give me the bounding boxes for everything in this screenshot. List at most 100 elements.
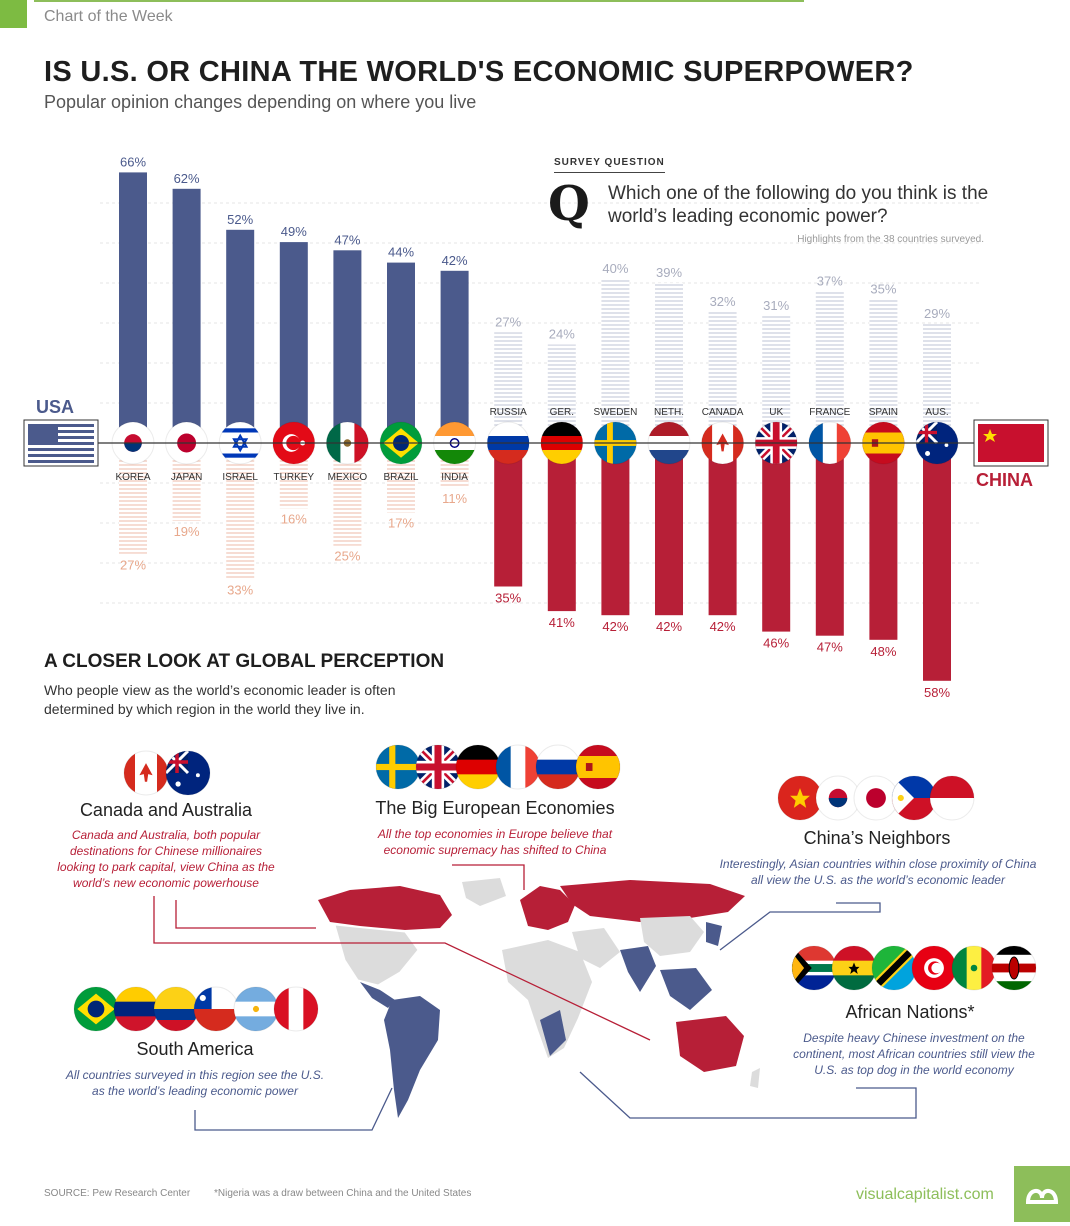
flag-sweden-icon (375, 744, 421, 790)
section-text: Who people view as the world’s economic … (44, 682, 396, 717)
label-china-value: 48% (870, 644, 896, 659)
bar-usa-korea (119, 172, 147, 443)
map-australia (676, 1016, 744, 1072)
flag-indonesia-icon (929, 775, 975, 821)
survey-question: Which one of the following do you think … (608, 183, 989, 227)
label-china-value: 19% (174, 524, 200, 539)
label-usa-value: 24% (549, 327, 575, 342)
label-china-value: 35% (495, 591, 521, 606)
flag-korea-icon (815, 775, 861, 821)
map-greenland (462, 878, 506, 906)
flags-neighbors (777, 775, 975, 821)
flags-canada-australia (123, 750, 211, 796)
flag-vietnam-icon (777, 775, 823, 821)
region-title-south-america: South America (136, 1039, 254, 1059)
bar-china-neth (655, 443, 683, 616)
bar-china-sweden (601, 443, 630, 616)
map-africa (502, 940, 592, 1058)
page-title: IS U.S. OR CHINA THE WORLD'S ECONOMIC SU… (44, 56, 914, 88)
flags-africa (791, 945, 1037, 991)
flag-philippines-icon (891, 775, 937, 821)
china-label: CHINA (976, 470, 1033, 490)
label-country: JAPAN (171, 472, 203, 483)
bar-usa-uk (762, 315, 791, 443)
kicker: Chart of the Week (44, 8, 173, 25)
bar-chart: 66% 27% KOREA 62% 19% JAPAN 52% 33% ISRAEL 49% 16%… (23, 154, 1049, 700)
label-country: FRANCE (809, 407, 850, 418)
bar-china-uk (762, 443, 791, 632)
flag-peru-icon (273, 986, 319, 1032)
flag-spain-icon (575, 744, 621, 790)
bar-china-france (815, 443, 844, 636)
survey-note: Highlights from the 38 countries surveye… (797, 234, 984, 245)
region-title-canada-australia: Canada and Australia (79, 800, 253, 820)
flag-chile-icon (193, 986, 239, 1032)
flag-india-icon (433, 421, 477, 465)
chart-axis (23, 419, 1049, 467)
map-canada (318, 886, 452, 930)
map-east-asia (706, 922, 722, 946)
map-mexico-central (360, 982, 395, 1008)
bar-china-canada (708, 443, 737, 616)
label-china-value: 11% (442, 491, 467, 506)
label-usa-value: 44% (388, 245, 414, 260)
bar-usa-neth (655, 283, 683, 443)
bar-usa-canada (708, 311, 737, 443)
bar-usa-brazil (387, 262, 415, 443)
flag-colombia-icon (153, 986, 199, 1032)
map-middle-east (572, 928, 620, 968)
flag-brazil-icon (73, 986, 119, 1032)
label-china-value: 42% (710, 619, 736, 634)
label-china-value: 25% (334, 549, 360, 564)
survey-label: SURVEY QUESTION (554, 157, 665, 173)
label-usa-value: 39% (656, 265, 682, 280)
flag-russia-icon (486, 421, 530, 465)
brand-strip (0, 0, 27, 28)
label-country: KOREA (115, 472, 150, 483)
region-text-canada-australia: Canada and Australia, both popular desti… (57, 828, 275, 890)
label-country: BRAZIL (383, 472, 418, 483)
flag-russia-icon (535, 744, 581, 790)
connector-lines (153, 864, 917, 1131)
flag-venezuela-icon (113, 986, 159, 1032)
label-usa-value: 52% (227, 212, 253, 227)
map-nz (750, 1068, 760, 1088)
footer-note: *Nigeria was a draw between China and th… (214, 1188, 472, 1199)
flag-argentina-icon (233, 986, 279, 1032)
label-country: CANADA (702, 407, 744, 418)
china-flag (973, 419, 1049, 467)
bar-usa-spain (869, 299, 898, 443)
label-usa-value: 66% (120, 154, 146, 169)
label-china-value: 33% (227, 582, 253, 597)
bar-usa-mexico (333, 250, 362, 443)
label-china-value: 27% (120, 558, 146, 573)
map-north-america-us (334, 924, 419, 986)
label-usa-value: 40% (602, 261, 628, 276)
label-country: ISRAEL (222, 472, 258, 483)
region-title-africa: African Nations* (845, 1002, 975, 1022)
bar-china-israel (226, 443, 255, 579)
flag-south_africa-icon (791, 945, 837, 991)
label-usa-value: 35% (870, 282, 896, 297)
bar-china-russia (494, 443, 523, 587)
label-country: INDIA (441, 472, 468, 483)
brand-logo-icon (1025, 1189, 1059, 1204)
flag-ghana-icon (831, 945, 877, 991)
bar-china-ger (547, 443, 576, 612)
map-russia (560, 880, 745, 922)
label-china-value: 46% (763, 636, 789, 651)
label-china-value: 17% (388, 516, 414, 531)
brand-link[interactable]: visualcapitalist.com (856, 1186, 994, 1203)
label-china-value: 58% (924, 685, 950, 700)
label-china-value: 47% (817, 640, 843, 655)
flags-south-america (73, 986, 319, 1032)
brand-logo (1014, 1166, 1070, 1222)
world-map (318, 878, 760, 1118)
bar-usa-israel (226, 229, 255, 443)
question-mark-q: Q (548, 176, 590, 232)
label-country: TURKEY (274, 472, 315, 483)
flag-canada-icon (123, 750, 169, 796)
bar-china-aus (923, 443, 951, 681)
bar-usa-france (815, 291, 844, 443)
region-text-africa: Despite heavy Chinese investment on the … (793, 1031, 1035, 1077)
